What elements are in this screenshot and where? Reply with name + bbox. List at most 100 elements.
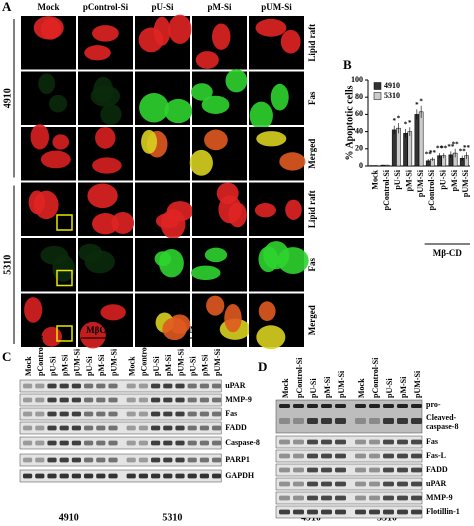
cell xyxy=(33,16,64,40)
band xyxy=(199,411,209,417)
band xyxy=(335,439,346,445)
band xyxy=(84,457,94,463)
band xyxy=(335,418,346,424)
highlight-box xyxy=(56,325,73,342)
band xyxy=(151,473,161,479)
band xyxy=(59,425,69,431)
group-label: 4910 xyxy=(59,512,79,523)
row-label: Lipid raft xyxy=(307,24,317,62)
band xyxy=(96,457,106,463)
significance-mark: ** xyxy=(425,151,433,159)
band xyxy=(397,481,408,487)
band xyxy=(138,411,148,417)
band xyxy=(151,457,161,463)
band xyxy=(138,473,148,479)
lane-label: pU-Si xyxy=(189,356,198,376)
protein-label: caspase-8 xyxy=(426,422,458,431)
lane-label: pUM-Si xyxy=(337,370,346,398)
band xyxy=(212,411,222,417)
band xyxy=(23,457,33,463)
band xyxy=(71,473,81,479)
cell xyxy=(162,317,187,341)
lane-label: pUM-Si xyxy=(176,348,185,376)
band xyxy=(369,509,380,515)
band xyxy=(35,440,45,446)
band xyxy=(369,495,380,501)
band xyxy=(96,397,106,403)
band xyxy=(355,453,366,459)
lane-label: Mock xyxy=(128,356,137,376)
panel-letter: A xyxy=(2,0,12,14)
band xyxy=(163,411,173,417)
band xyxy=(355,495,366,501)
band xyxy=(84,383,94,389)
legend-label: 5310 xyxy=(384,91,400,100)
protein-label: Fas xyxy=(426,437,438,446)
bar xyxy=(391,129,397,167)
cell-line-label: 5310 xyxy=(2,255,13,275)
cell xyxy=(195,51,219,69)
band xyxy=(397,495,408,501)
cell xyxy=(204,247,228,263)
band xyxy=(126,411,136,417)
significance-mark: * xyxy=(392,117,396,125)
significance-mark: * xyxy=(415,101,419,109)
band xyxy=(47,473,57,479)
cell xyxy=(100,103,122,125)
significance-mark: * xyxy=(404,121,408,129)
lane-label: pUM-Si xyxy=(213,348,222,376)
cell xyxy=(280,29,301,54)
band xyxy=(293,453,304,459)
lane-label: pM-Si xyxy=(201,354,210,376)
band xyxy=(279,418,290,424)
band xyxy=(212,457,222,463)
cell xyxy=(40,150,71,169)
cell xyxy=(212,23,231,50)
band xyxy=(23,383,33,389)
band xyxy=(321,453,332,459)
cell xyxy=(255,18,287,37)
bar xyxy=(396,127,401,167)
highlight-box xyxy=(56,214,73,231)
band xyxy=(293,404,304,408)
band xyxy=(411,481,422,487)
band xyxy=(35,457,45,463)
band xyxy=(108,457,118,463)
y-axis-label: % Apoptotic cells xyxy=(344,85,355,160)
cell xyxy=(52,254,75,282)
band xyxy=(293,439,304,445)
protein-label: pro- xyxy=(426,400,441,409)
band xyxy=(138,383,148,389)
column-header: pControl-Si xyxy=(83,2,129,12)
cell xyxy=(30,124,50,150)
significance-mark: * xyxy=(419,97,423,105)
band xyxy=(411,467,422,473)
band xyxy=(355,404,366,408)
band xyxy=(212,383,222,389)
cell xyxy=(206,295,225,316)
lane-label: pUM-Si xyxy=(413,370,422,398)
cell xyxy=(93,76,114,103)
band xyxy=(59,473,69,479)
cell xyxy=(270,83,289,111)
band xyxy=(369,453,380,459)
band xyxy=(163,383,173,389)
x-tick-label: pU-Si xyxy=(393,169,402,189)
cell xyxy=(38,73,56,94)
protein-label: uPAR xyxy=(225,381,246,390)
band xyxy=(411,495,422,501)
significance-mark: ** xyxy=(459,147,467,155)
protein-label: MMP-9 xyxy=(225,395,252,404)
band xyxy=(369,404,380,408)
band xyxy=(321,418,332,424)
band xyxy=(84,473,94,479)
band xyxy=(355,509,366,515)
band xyxy=(397,404,408,408)
lane-label: pUM-Si xyxy=(109,348,118,376)
y-tick-label: 0 xyxy=(359,161,363,170)
significance-mark: * xyxy=(397,115,401,123)
legend-label: 4910 xyxy=(384,81,400,90)
cell xyxy=(111,211,135,234)
protein-label: Cleaved- xyxy=(426,413,457,422)
cell xyxy=(33,190,59,220)
